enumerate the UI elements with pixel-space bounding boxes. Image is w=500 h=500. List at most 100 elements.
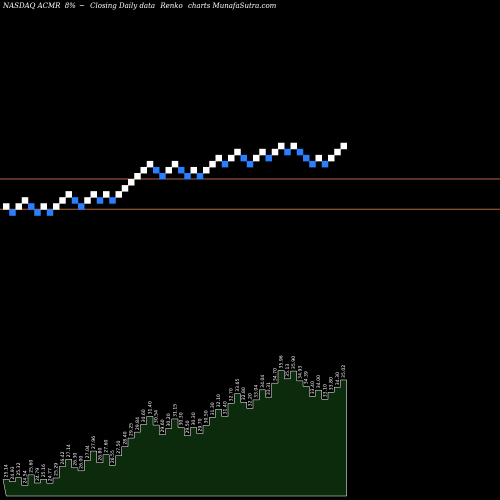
- value-label: 27.04: [85, 445, 91, 458]
- renko-brick-down: [71, 197, 79, 204]
- value-label: 24.79: [35, 468, 41, 481]
- renko-brick-up: [334, 148, 341, 156]
- renko-brick-up: [340, 142, 347, 150]
- chart-header: NASDAQ ACMR 8% ~ Closing Daily data Renk…: [2, 2, 277, 10]
- renko-brick-up: [40, 203, 47, 210]
- value-label: 30.30: [191, 412, 197, 425]
- header-symbol: NASDAQ ACMR: [2, 2, 61, 10]
- renko-brick-down: [28, 203, 35, 210]
- renko-brick-down: [240, 154, 247, 162]
- value-label: 31.40: [223, 401, 229, 414]
- renko-bricks: [3, 142, 347, 216]
- header-source: charts MunafaSutra.com: [188, 2, 277, 10]
- value-label: 27.96: [91, 436, 97, 449]
- value-label: 32.80: [241, 387, 247, 400]
- value-label: 25.29: [54, 463, 60, 476]
- renko-brick-up: [90, 191, 97, 198]
- value-label: 30.54: [154, 410, 160, 423]
- value-label: 24.77: [48, 468, 54, 481]
- renko-brick-down: [9, 209, 16, 216]
- value-label: 35.90: [291, 356, 297, 369]
- value-label: 27.50: [116, 440, 122, 453]
- value-label: 31.30: [210, 402, 216, 415]
- renko-brick-down: [321, 160, 329, 168]
- value-label: 29.60: [160, 419, 166, 432]
- renko-brick-up: [65, 191, 72, 198]
- renko-brick-up: [328, 154, 335, 162]
- value-label: 26.00: [79, 456, 85, 469]
- value-label: 31.15: [173, 404, 179, 417]
- value-label: 30.30: [179, 412, 185, 425]
- value-label: 26.30: [73, 453, 79, 466]
- value-label: 31.40: [148, 401, 154, 414]
- value-label: 24.54: [23, 470, 29, 483]
- header-chart-kind: Closing Daily data: [90, 2, 155, 10]
- value-label: 25.16: [41, 464, 47, 477]
- renko-brick-up: [209, 160, 216, 168]
- renko-brick-down: [221, 160, 229, 168]
- renko-brick-down: [196, 173, 204, 180]
- value-label: 34.04: [260, 375, 266, 388]
- renko-brick-up: [128, 179, 135, 186]
- renko-brick-up: [315, 154, 322, 162]
- value-label: 27.14: [66, 444, 72, 457]
- renko-brick-down: [265, 154, 272, 162]
- renko-brick-up: [253, 154, 260, 162]
- renko-brick-up: [278, 142, 285, 150]
- renko-brick-down: [284, 148, 291, 156]
- value-label: 35.02: [341, 365, 347, 378]
- renko-brick-up: [290, 142, 297, 150]
- renko-brick-up: [115, 191, 122, 198]
- renko-brick-down: [46, 209, 54, 216]
- value-label: 26.55: [110, 450, 116, 463]
- renko-brick-up: [171, 160, 179, 168]
- renko-brick-up: [271, 148, 279, 156]
- closing-area-path: [2, 370, 347, 497]
- value-label: 30.50: [204, 410, 210, 423]
- header-arrow: ~: [79, 2, 85, 10]
- renko-brick-up: [3, 203, 10, 210]
- value-label: 33.10: [323, 384, 329, 397]
- renko-brick-up: [190, 166, 197, 174]
- value-label: 28.40: [123, 431, 129, 444]
- renko-brick-up: [53, 203, 60, 210]
- value-label: 35.13: [285, 364, 291, 377]
- value-label: 34.70: [273, 368, 279, 381]
- renko-brick-up: [15, 203, 22, 210]
- value-label: 34.30: [335, 372, 341, 385]
- renko-brick-up: [259, 148, 266, 156]
- value-label: 26.42: [60, 451, 66, 464]
- renko-brick-up: [134, 173, 141, 180]
- value-label: 30.60: [141, 409, 147, 422]
- renko-brick-up: [234, 148, 241, 156]
- value-label: 32.10: [216, 394, 222, 407]
- value-label: 25.32: [16, 462, 22, 475]
- value-label: 35.96: [279, 355, 285, 368]
- renko-brick-up: [21, 197, 29, 204]
- renko-brick-down: [78, 203, 85, 210]
- header-chart-style: Renko: [159, 2, 182, 10]
- renko-brick-down: [159, 173, 166, 180]
- value-label: 33.04: [254, 385, 260, 398]
- value-label: 30.20: [166, 413, 172, 426]
- renko-brick-down: [178, 166, 185, 174]
- value-label: 25.14: [4, 464, 10, 477]
- value-label: 33.40: [310, 381, 316, 394]
- renko-brick-up: [59, 197, 66, 204]
- value-label: 26.80: [98, 448, 104, 461]
- renko-brick-down: [96, 197, 104, 204]
- value-label: 32.70: [229, 388, 235, 401]
- value-label: 29.25: [129, 423, 135, 436]
- value-label: 27.60: [104, 439, 110, 452]
- renko-brick-down: [296, 148, 304, 156]
- renko-brick-down: [34, 209, 41, 216]
- renko-brick-up: [146, 160, 154, 168]
- renko-brick-down: [109, 197, 116, 204]
- renko-brick-down: [184, 173, 191, 180]
- value-label: 29.70: [198, 418, 204, 431]
- value-label: 25.60: [29, 460, 35, 473]
- renko-brick-up: [121, 185, 129, 192]
- value-label: 33.80: [329, 377, 335, 390]
- value-label: 33.31: [266, 382, 272, 395]
